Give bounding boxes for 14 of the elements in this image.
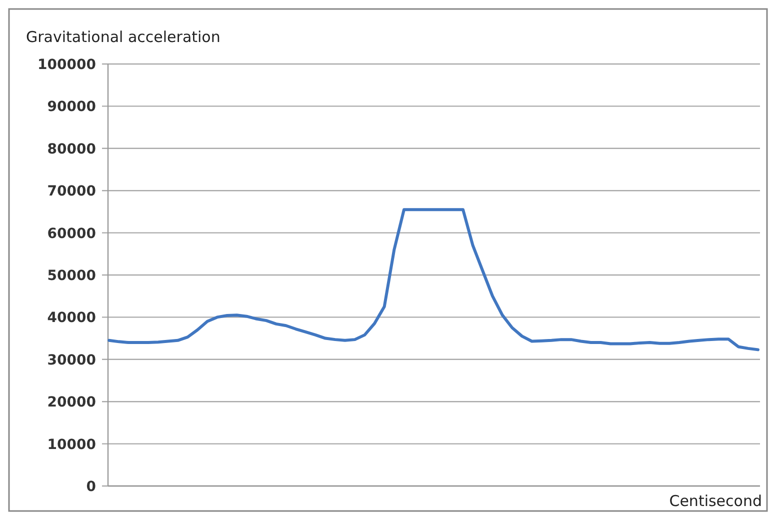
y-tick-label: 40000 [47,310,96,326]
y-tick-label: 90000 [47,99,96,116]
y-tick-label: 10000 [47,436,96,453]
y-tick-label: 70000 [47,184,96,200]
y-tick-label: 50000 [47,268,96,284]
x-axis-title: Centisecond [669,492,762,510]
y-tick-label: 0 [86,479,96,495]
y-tick-label: 60000 [47,226,96,242]
y-tick-label: 20000 [47,394,96,411]
y-tick-label: 30000 [47,352,96,368]
chart-title: Gravitational acceleration [26,28,220,46]
y-tick-label: 100000 [38,57,96,73]
line-series [108,208,760,352]
y-tick-label: 80000 [47,141,96,158]
